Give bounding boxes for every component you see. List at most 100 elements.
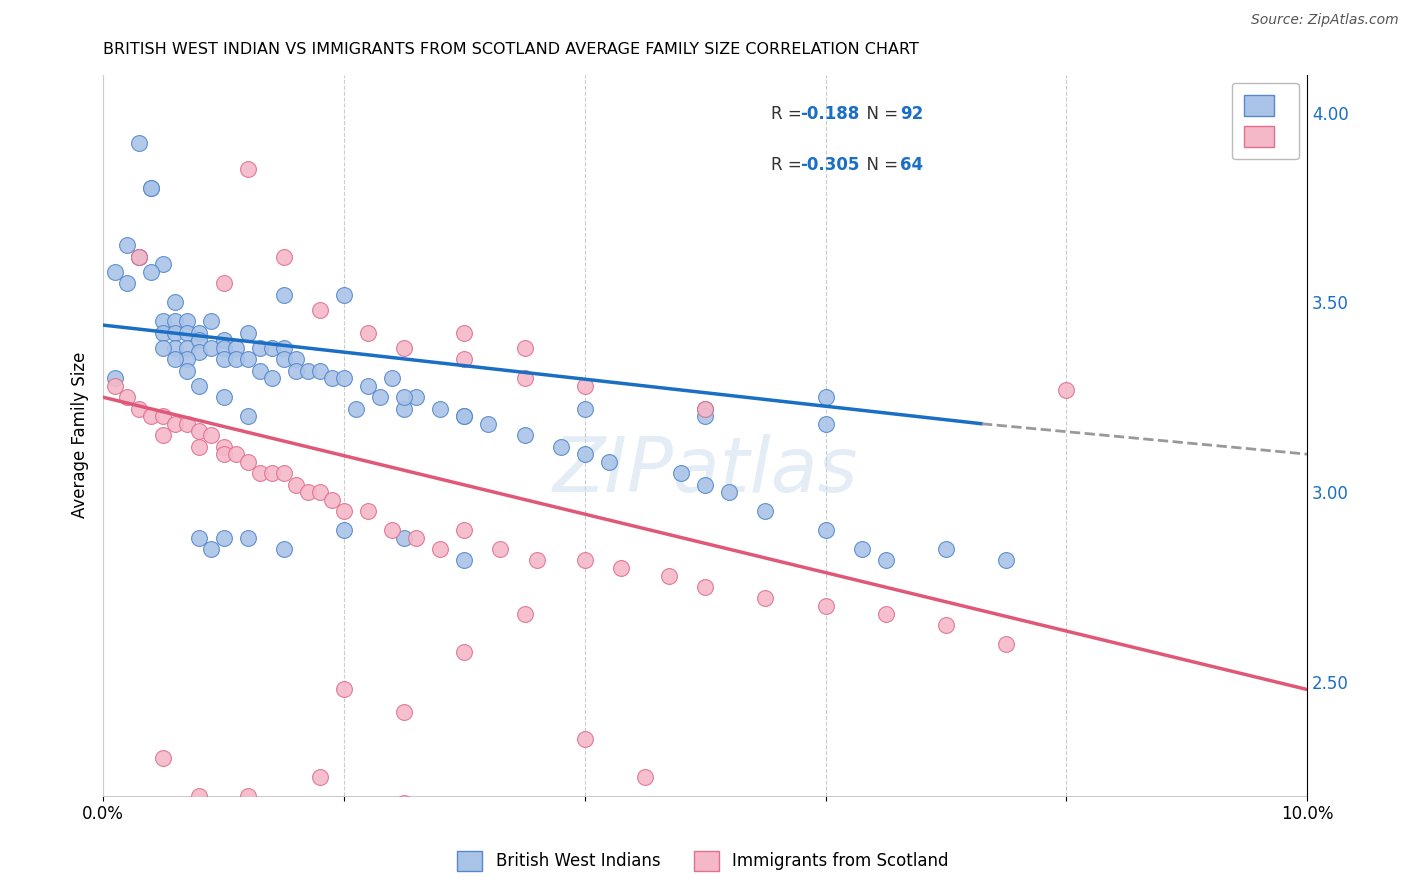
- Point: [1054, 383, 1077, 397]
- Point: [308, 364, 330, 378]
- Point: [392, 401, 415, 416]
- Point: [321, 371, 343, 385]
- Point: [176, 352, 198, 367]
- Text: R =: R =: [772, 105, 807, 123]
- Y-axis label: Average Family Size: Average Family Size: [72, 352, 89, 518]
- Point: [308, 302, 330, 317]
- Point: [550, 440, 572, 454]
- Point: [392, 390, 415, 404]
- Point: [141, 181, 163, 195]
- Point: [875, 607, 897, 621]
- Point: [236, 352, 259, 367]
- Point: [718, 485, 741, 500]
- Point: [188, 789, 211, 803]
- Point: [453, 409, 475, 424]
- Text: N =: N =: [856, 156, 903, 174]
- Point: [453, 352, 475, 367]
- Point: [814, 523, 837, 537]
- Point: [188, 333, 211, 347]
- Point: [128, 250, 150, 264]
- Point: [344, 401, 367, 416]
- Point: [165, 295, 187, 310]
- Point: [249, 341, 271, 355]
- Point: [574, 447, 596, 461]
- Point: [212, 341, 235, 355]
- Point: [574, 379, 596, 393]
- Point: [165, 352, 187, 367]
- Point: [368, 390, 391, 404]
- Point: [333, 523, 356, 537]
- Point: [429, 401, 451, 416]
- Point: [273, 287, 295, 301]
- Point: [357, 326, 380, 340]
- Point: [260, 466, 283, 480]
- Point: [188, 326, 211, 340]
- Point: [236, 789, 259, 803]
- Point: [392, 341, 415, 355]
- Point: [526, 553, 548, 567]
- Point: [273, 542, 295, 557]
- Point: [104, 371, 127, 385]
- Point: [357, 379, 380, 393]
- Point: [333, 287, 356, 301]
- Point: [308, 485, 330, 500]
- Point: [814, 599, 837, 613]
- Point: [995, 637, 1018, 651]
- Point: [212, 390, 235, 404]
- Point: [935, 542, 957, 557]
- Point: [381, 371, 404, 385]
- Point: [152, 409, 174, 424]
- Point: [405, 531, 427, 545]
- Point: [513, 607, 536, 621]
- Legend: British West Indians, Immigrants from Scotland: British West Indians, Immigrants from Sc…: [449, 842, 957, 880]
- Point: [200, 341, 222, 355]
- Point: [128, 250, 150, 264]
- Text: ZIPatlas: ZIPatlas: [553, 434, 858, 508]
- Point: [176, 364, 198, 378]
- Point: [513, 341, 536, 355]
- Point: [212, 440, 235, 454]
- Point: [273, 466, 295, 480]
- Point: [128, 401, 150, 416]
- Point: [284, 352, 307, 367]
- Point: [297, 364, 319, 378]
- Point: [453, 409, 475, 424]
- Point: [693, 409, 716, 424]
- Point: [333, 504, 356, 518]
- Point: [610, 561, 633, 575]
- Point: [176, 417, 198, 431]
- Point: [152, 326, 174, 340]
- Point: [453, 644, 475, 658]
- Point: [225, 341, 247, 355]
- Point: [152, 257, 174, 271]
- Point: [236, 326, 259, 340]
- Point: [212, 333, 235, 347]
- Point: [249, 364, 271, 378]
- Point: [115, 390, 138, 404]
- Point: [814, 390, 837, 404]
- Point: [200, 314, 222, 328]
- Point: [152, 314, 174, 328]
- Point: [658, 568, 681, 582]
- Point: [152, 751, 174, 765]
- Point: [141, 265, 163, 279]
- Text: 64: 64: [900, 156, 924, 174]
- Point: [669, 466, 692, 480]
- Point: [188, 379, 211, 393]
- Point: [381, 523, 404, 537]
- Point: [357, 504, 380, 518]
- Text: N =: N =: [856, 105, 903, 123]
- Point: [453, 326, 475, 340]
- Point: [574, 553, 596, 567]
- Point: [236, 162, 259, 177]
- Point: [188, 440, 211, 454]
- Point: [693, 401, 716, 416]
- Point: [152, 428, 174, 442]
- Point: [188, 425, 211, 439]
- Point: [225, 447, 247, 461]
- Point: [814, 417, 837, 431]
- Point: [634, 770, 657, 784]
- Point: [284, 364, 307, 378]
- Point: [249, 466, 271, 480]
- Point: [236, 409, 259, 424]
